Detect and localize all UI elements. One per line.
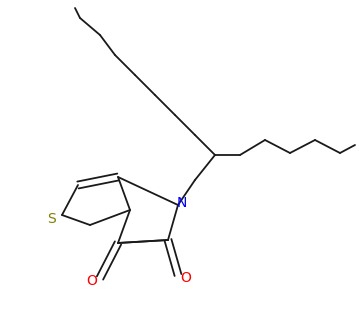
Text: N: N bbox=[177, 196, 187, 210]
Text: S: S bbox=[48, 212, 56, 226]
Text: O: O bbox=[181, 271, 191, 285]
Text: O: O bbox=[87, 274, 97, 288]
